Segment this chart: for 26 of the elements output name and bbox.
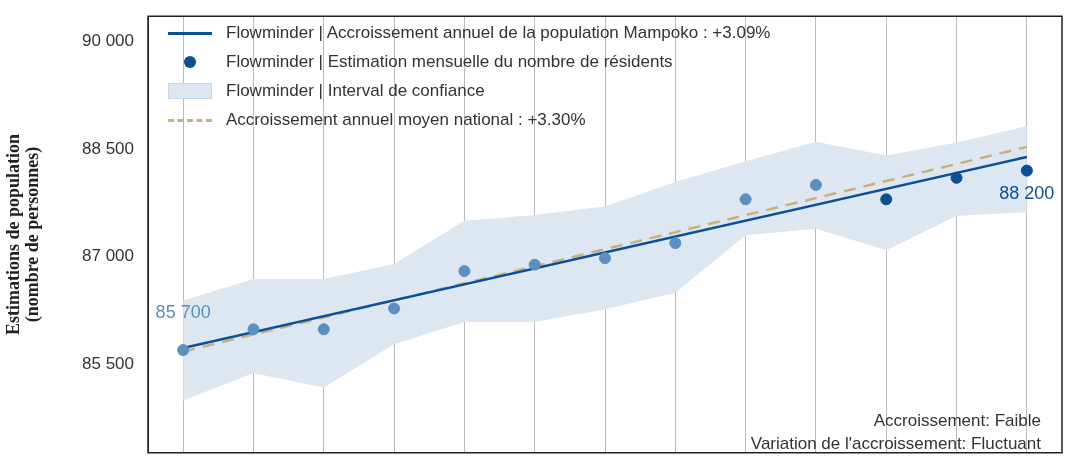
data-label: 88 200 xyxy=(999,182,1055,203)
legend-label: Flowminder | Estimation mensuelle du nombre de résidents xyxy=(226,51,673,72)
point xyxy=(247,323,260,336)
annotation: Variation de l'accroissement: Fluctuant xyxy=(750,433,1041,455)
y-tick-label: 87 000 xyxy=(82,246,134,266)
point xyxy=(388,302,401,315)
legend-label: Accroissement annuel moyen national : +3.30% xyxy=(226,109,586,130)
point xyxy=(669,237,682,250)
point xyxy=(880,193,893,206)
point xyxy=(809,178,822,191)
point xyxy=(599,252,611,265)
y-tick-label: 88 500 xyxy=(82,138,134,158)
point xyxy=(739,193,752,206)
point xyxy=(177,344,190,357)
point xyxy=(458,265,471,278)
point xyxy=(950,171,963,184)
point xyxy=(1020,164,1033,177)
point xyxy=(528,258,541,271)
annotation: Accroissement: Faible xyxy=(872,410,1041,432)
y-tick-label: 85 500 xyxy=(82,354,134,374)
legend-label: Flowminder | Accroissement annuel de la population Mampoko : +3.09% xyxy=(226,22,771,43)
point xyxy=(317,323,330,336)
y-axis-title: Estimations de population (nombre de personnes) xyxy=(2,133,44,336)
y-tick-label: 90 000 xyxy=(82,31,134,51)
legend-label: Flowminder | Interval de confiance xyxy=(226,80,485,101)
data-label: 85 700 xyxy=(155,302,211,323)
